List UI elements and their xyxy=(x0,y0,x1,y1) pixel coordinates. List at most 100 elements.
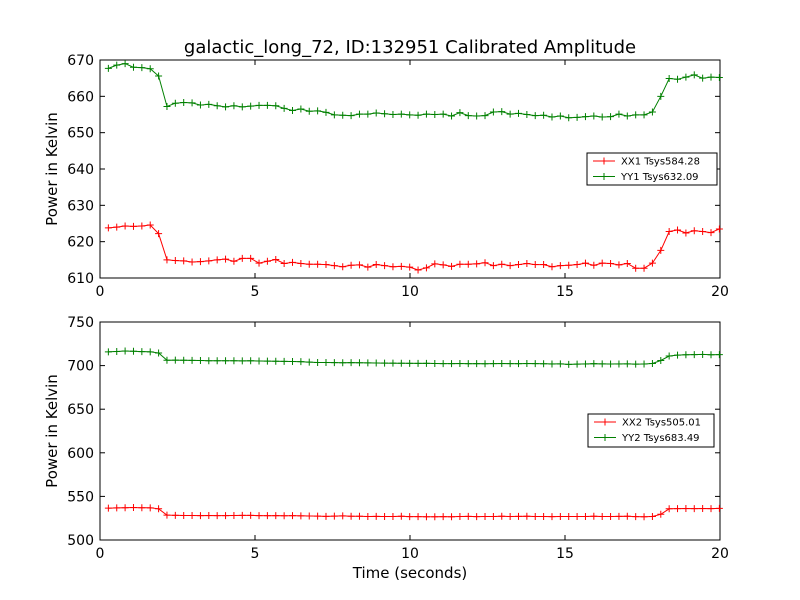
legend-label: XX1 Tsys584.28 xyxy=(621,157,700,168)
data-point xyxy=(205,357,213,365)
data-point xyxy=(715,504,723,512)
data-point xyxy=(305,107,313,115)
data-point xyxy=(548,263,556,271)
data-point xyxy=(715,73,723,81)
y-tick-label: 640 xyxy=(67,162,94,178)
data-point xyxy=(230,257,238,265)
data-point xyxy=(263,257,271,265)
data-point xyxy=(381,262,389,270)
data-point xyxy=(280,357,288,365)
y-axis-label: Power in Kelvin xyxy=(43,112,61,226)
data-point xyxy=(297,512,305,520)
data-point xyxy=(523,512,531,520)
data-point xyxy=(397,262,405,270)
data-point xyxy=(464,260,472,268)
data-point xyxy=(205,257,213,265)
data-point xyxy=(397,512,405,520)
data-point xyxy=(322,512,330,520)
data-point xyxy=(406,359,414,367)
data-point xyxy=(289,512,297,520)
y-tick-label: 660 xyxy=(67,89,94,105)
y-tick-label: 670 xyxy=(67,53,94,69)
data-point xyxy=(515,360,522,368)
data-point xyxy=(498,360,506,368)
data-point xyxy=(381,110,389,118)
data-point xyxy=(540,261,548,269)
data-point xyxy=(104,348,112,356)
data-point xyxy=(665,505,673,513)
data-point xyxy=(473,260,481,268)
data-point xyxy=(129,504,137,512)
data-point xyxy=(632,360,640,368)
data-point xyxy=(464,360,472,368)
data-point xyxy=(196,512,204,520)
data-point xyxy=(238,511,246,519)
data-point xyxy=(255,101,263,109)
data-point xyxy=(598,113,606,121)
legend-label: XX2 Tsys505.01 xyxy=(622,418,701,429)
data-point xyxy=(238,357,246,365)
data-point xyxy=(682,73,690,81)
y-tick-label: 650 xyxy=(67,126,94,142)
data-point xyxy=(648,108,656,116)
data-point xyxy=(188,511,196,519)
data-point xyxy=(590,261,598,269)
data-point xyxy=(113,61,121,69)
data-point xyxy=(682,505,690,513)
data-point xyxy=(640,360,648,368)
data-point xyxy=(506,262,514,270)
data-point xyxy=(699,505,707,513)
data-point xyxy=(339,263,347,271)
data-point xyxy=(707,73,715,81)
x-tick-label: 20 xyxy=(711,546,729,562)
data-point xyxy=(448,262,456,270)
data-point xyxy=(146,504,154,512)
data-point xyxy=(188,99,196,107)
data-point xyxy=(397,110,405,118)
data-point xyxy=(381,359,389,367)
data-point xyxy=(707,351,715,359)
data-point xyxy=(632,111,640,119)
data-point xyxy=(422,513,430,521)
data-point xyxy=(196,258,204,266)
data-point xyxy=(506,512,514,520)
data-point xyxy=(648,259,656,267)
x-tick-label: 0 xyxy=(96,284,105,300)
data-point xyxy=(230,357,238,365)
data-point xyxy=(263,512,271,520)
data-point xyxy=(448,112,456,120)
x-tick-label: 15 xyxy=(556,284,574,300)
data-point xyxy=(439,360,447,368)
data-point xyxy=(699,350,707,358)
data-point xyxy=(330,111,338,119)
data-point xyxy=(163,103,171,111)
data-point xyxy=(473,112,481,120)
data-point xyxy=(715,225,723,233)
y-axis-label: Power in Kelvin xyxy=(43,374,61,488)
data-point xyxy=(364,263,372,271)
data-point xyxy=(155,505,163,513)
data-point xyxy=(255,357,263,365)
data-point xyxy=(305,358,313,366)
data-point xyxy=(632,264,640,272)
data-point xyxy=(473,360,481,368)
data-point xyxy=(431,360,439,368)
data-point xyxy=(690,227,698,235)
data-point xyxy=(230,102,238,110)
data-point xyxy=(464,112,472,120)
data-point xyxy=(138,348,146,356)
data-point xyxy=(314,358,322,366)
data-point xyxy=(615,110,623,118)
data-point xyxy=(448,360,456,368)
data-point xyxy=(674,75,682,83)
y-tick-label: 630 xyxy=(67,198,94,214)
data-point xyxy=(414,111,422,119)
data-point xyxy=(481,112,489,120)
data-point xyxy=(615,360,623,368)
x-tick-label: 10 xyxy=(401,284,419,300)
data-point xyxy=(289,107,297,115)
data-point xyxy=(707,229,715,237)
data-point xyxy=(104,504,112,512)
data-point xyxy=(222,255,230,263)
